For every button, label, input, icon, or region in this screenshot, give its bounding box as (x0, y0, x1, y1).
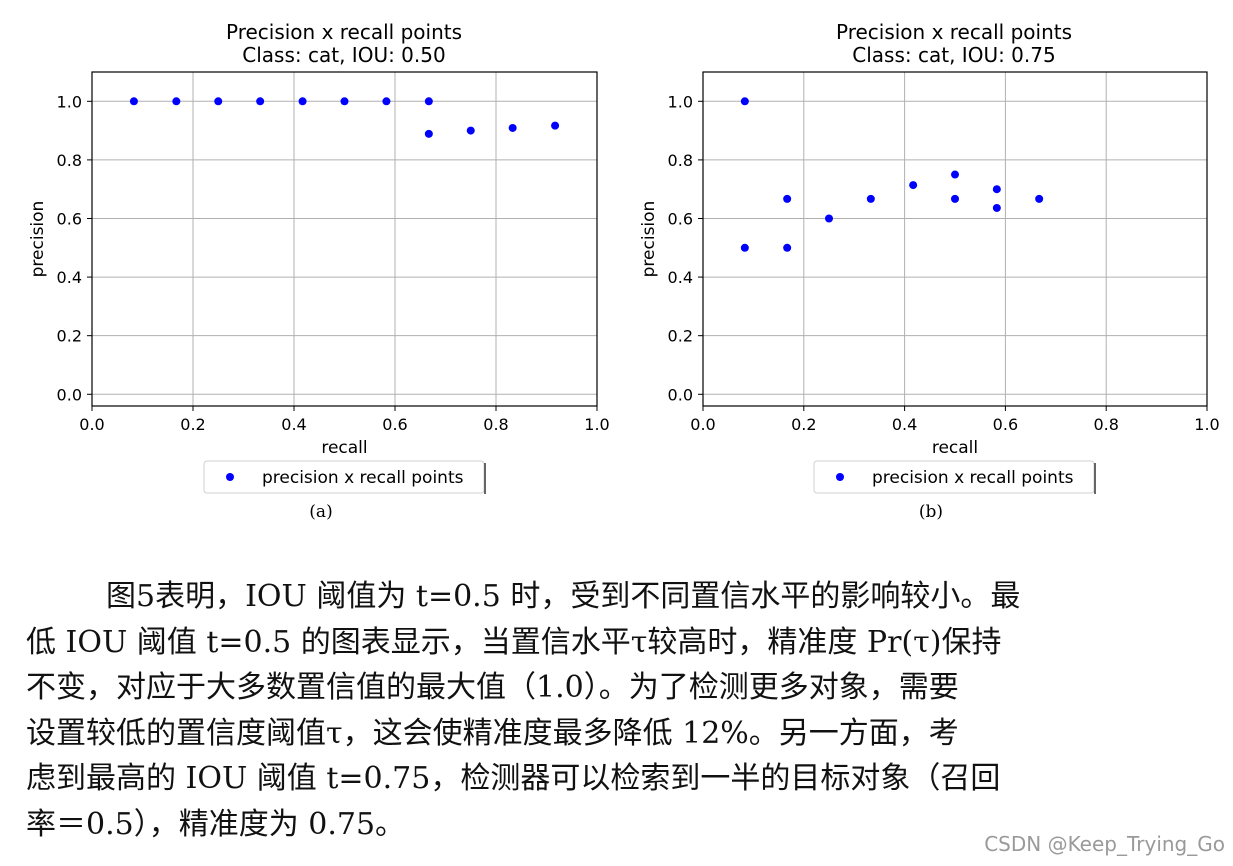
y-tick-label: 0.0 (668, 385, 693, 404)
x-tick-label: 0.2 (791, 415, 816, 434)
data-point (172, 97, 181, 106)
x-tick-label: 1.0 (1194, 415, 1219, 434)
data-point (129, 97, 138, 106)
chart-subtitle: Class: cat, IOU: 0.50 (242, 43, 445, 67)
y-tick-label: 0.6 (57, 209, 82, 228)
y-tick-label: 1.0 (668, 92, 693, 111)
data-point (424, 129, 433, 138)
data-point (382, 97, 391, 106)
x-tick-label: 1.0 (584, 415, 609, 434)
x-tick-label: 0.4 (892, 415, 917, 434)
x-tick-label: 0.6 (382, 415, 407, 434)
watermark: CSDN @Keep_Trying_Go (984, 832, 1225, 856)
y-axis-label: precision (639, 201, 659, 278)
legend-label: precision x recall points (262, 468, 464, 488)
data-point (424, 97, 433, 106)
data-point (214, 97, 223, 106)
data-point (992, 203, 1001, 212)
data-point (740, 97, 749, 106)
x-tick-label: 0.8 (483, 415, 508, 434)
data-point (256, 97, 265, 106)
paragraph-line: 图5表明，IOU 阈值为 t=0.5 时，受到不同置信水平的影响较小。最 (106, 579, 1021, 614)
chart-title: Precision x recall points (836, 20, 1072, 44)
data-point (951, 194, 959, 203)
y-tick-label: 0.2 (57, 327, 82, 346)
data-point (783, 243, 792, 252)
data-point (298, 97, 307, 106)
data-point (825, 214, 833, 223)
data-point (866, 194, 875, 203)
y-tick-label: 1.0 (57, 92, 82, 111)
paragraph-line: 低 IOU 阈值 t=0.5 的图表显示，当置信水平τ较高时，精准度 Pr(τ)… (26, 624, 1002, 660)
y-tick-label: 0.6 (668, 209, 693, 228)
chart-title: Precision x recall points (226, 20, 462, 44)
data-point (466, 126, 475, 135)
legend-marker (226, 473, 234, 481)
paragraph-line: 率＝0.5），精准度为 0.75。 (26, 806, 406, 842)
legend-label: precision x recall points (872, 468, 1074, 488)
y-axis-label: precision (28, 201, 48, 278)
x-tick-label: 0.0 (690, 415, 715, 434)
data-point (951, 170, 959, 179)
x-tick-label: 0.4 (281, 415, 306, 434)
y-tick-label: 0.4 (57, 268, 82, 287)
data-point (783, 194, 792, 203)
data-point (1035, 194, 1044, 203)
x-axis-label: recall (932, 438, 978, 458)
paragraph-line: 虑到最高的 IOU 阈值 t=0.75，检测器可以检索到一半的目标对象（召回 (26, 761, 1001, 796)
plot-frame (702, 71, 1208, 407)
data-point (992, 185, 1001, 194)
legend-marker (836, 473, 844, 481)
data-point (551, 121, 560, 130)
y-tick-label: 0.8 (57, 151, 82, 170)
data-point (508, 123, 517, 132)
y-tick-label: 0.8 (668, 151, 693, 170)
x-tick-label: 0.8 (1093, 415, 1118, 434)
body-paragraph: 图5表明，IOU 阈值为 t=0.5 时，受到不同置信水平的影响较小。最 低 I… (26, 574, 1216, 847)
data-point (340, 97, 349, 106)
x-tick-label: 0.2 (180, 415, 205, 434)
chart-subtitle: Class: cat, IOU: 0.75 (852, 43, 1055, 67)
y-tick-label: 0.0 (57, 385, 82, 404)
y-tick-label: 0.2 (668, 327, 693, 346)
paragraph-line: 设置较低的置信度阈值τ，这会使精准度最多降低 12%。另一方面，考 (26, 715, 959, 751)
x-tick-label: 0.6 (993, 415, 1018, 434)
panel-caption: (a) (309, 502, 332, 522)
y-tick-label: 0.4 (668, 268, 693, 287)
data-point (740, 243, 749, 252)
plot-frame (91, 71, 598, 407)
x-axis-label: recall (321, 438, 367, 458)
x-tick-label: 0.0 (79, 415, 104, 434)
data-point (909, 181, 918, 190)
panel-caption: (b) (919, 502, 943, 522)
paragraph-line: 不变，对应于大多数置信值的最大值（1.0）。为了检测更多对象，需要 (26, 670, 959, 705)
